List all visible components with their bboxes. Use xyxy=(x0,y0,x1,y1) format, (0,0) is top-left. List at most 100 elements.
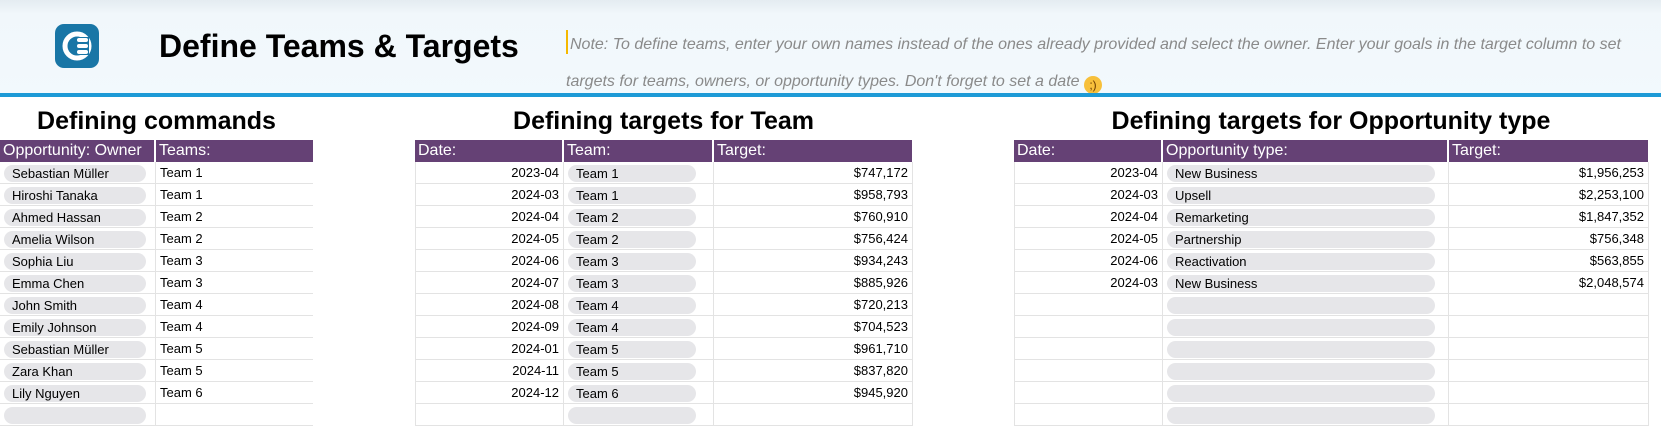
target-cell[interactable]: $563,855 xyxy=(1449,250,1648,272)
date-cell[interactable]: 2024-01 xyxy=(415,338,563,360)
owner-chip[interactable]: Sophia Liu xyxy=(4,253,146,270)
owner-chip[interactable]: Lily Nguyen xyxy=(4,385,146,402)
target-cell[interactable]: $885,926 xyxy=(714,272,912,294)
date-cell[interactable]: 2024-11 xyxy=(415,360,563,382)
owner-chip[interactable]: Ahmed Hassan xyxy=(4,209,146,226)
date-cell[interactable]: 2024-06 xyxy=(1014,250,1162,272)
target-cell[interactable]: $934,243 xyxy=(714,250,912,272)
date-cell[interactable]: 2024-03 xyxy=(1014,184,1162,206)
date-cell[interactable]: 2024-05 xyxy=(415,228,563,250)
date-cell[interactable]: 2024-03 xyxy=(1014,272,1162,294)
team-cell[interactable]: Team 1 xyxy=(156,162,313,184)
team-chip[interactable] xyxy=(568,407,696,424)
target-cell[interactable] xyxy=(1449,382,1648,404)
opportunity-type-chip[interactable]: Upsell xyxy=(1167,187,1435,204)
target-cell[interactable]: $756,424 xyxy=(714,228,912,250)
target-cell[interactable]: $756,348 xyxy=(1449,228,1648,250)
column-header-date[interactable]: Date: xyxy=(415,140,562,162)
opportunity-type-chip[interactable]: New Business xyxy=(1167,275,1435,292)
opportunity-type-chip[interactable]: New Business xyxy=(1167,165,1435,182)
team-chip[interactable]: Team 5 xyxy=(568,341,696,358)
column-header-team[interactable]: Team: xyxy=(564,140,712,162)
target-cell[interactable] xyxy=(1449,360,1648,382)
column-header-target[interactable]: Target: xyxy=(714,140,912,162)
column-header-target[interactable]: Target: xyxy=(1449,140,1648,162)
opportunity-type-chip[interactable] xyxy=(1167,297,1435,314)
owner-chip[interactable]: Sebastian Müller xyxy=(4,165,146,182)
owner-chip[interactable] xyxy=(4,407,146,424)
target-cell[interactable] xyxy=(1449,404,1648,426)
target-cell[interactable]: $945,920 xyxy=(714,382,912,404)
target-cell[interactable]: $2,253,100 xyxy=(1449,184,1648,206)
owner-chip[interactable]: Zara Khan xyxy=(4,363,146,380)
date-cell[interactable] xyxy=(1014,360,1162,382)
target-cell[interactable]: $1,847,352 xyxy=(1449,206,1648,228)
team-cell[interactable]: Team 5 xyxy=(156,360,313,382)
date-cell[interactable]: 2024-07 xyxy=(415,272,563,294)
team-cell[interactable]: Team 1 xyxy=(156,184,313,206)
team-chip[interactable]: Team 6 xyxy=(568,385,696,402)
opportunity-type-chip[interactable]: Partnership xyxy=(1167,231,1435,248)
team-cell[interactable]: Team 4 xyxy=(156,316,313,338)
team-chip[interactable]: Team 1 xyxy=(568,187,696,204)
column-header-teams[interactable]: Teams: xyxy=(156,140,313,162)
team-cell[interactable]: Team 4 xyxy=(156,294,313,316)
team-cell[interactable]: Team 6 xyxy=(156,382,313,404)
target-cell[interactable]: $720,213 xyxy=(714,294,912,316)
date-cell[interactable]: 2023-04 xyxy=(415,162,563,184)
target-cell[interactable]: $2,048,574 xyxy=(1449,272,1648,294)
target-cell[interactable]: $958,793 xyxy=(714,184,912,206)
date-cell[interactable] xyxy=(1014,404,1162,426)
target-cell[interactable]: $961,710 xyxy=(714,338,912,360)
target-cell[interactable]: $837,820 xyxy=(714,360,912,382)
date-cell[interactable]: 2024-06 xyxy=(415,250,563,272)
date-cell[interactable]: 2024-12 xyxy=(415,382,563,404)
target-cell[interactable]: $747,172 xyxy=(714,162,912,184)
owner-chip[interactable]: Emily Johnson xyxy=(4,319,146,336)
target-cell[interactable] xyxy=(1449,294,1648,316)
column-header-opportunity-type[interactable]: Opportunity type: xyxy=(1163,140,1447,162)
date-cell[interactable]: 2024-04 xyxy=(1014,206,1162,228)
team-cell[interactable]: Team 3 xyxy=(156,272,313,294)
date-cell[interactable] xyxy=(1014,316,1162,338)
team-cell[interactable]: Team 5 xyxy=(156,338,313,360)
target-cell[interactable] xyxy=(1449,316,1648,338)
date-cell[interactable] xyxy=(415,404,563,426)
column-header-owner[interactable]: Opportunity: Owner xyxy=(0,140,154,162)
opportunity-type-chip[interactable] xyxy=(1167,407,1435,424)
owner-chip[interactable]: John Smith xyxy=(4,297,146,314)
date-cell[interactable]: 2024-09 xyxy=(415,316,563,338)
opportunity-type-chip[interactable] xyxy=(1167,319,1435,336)
team-chip[interactable]: Team 3 xyxy=(568,275,696,292)
target-cell[interactable] xyxy=(714,404,912,426)
team-cell[interactable] xyxy=(156,404,313,426)
coda-logo-icon[interactable] xyxy=(55,24,99,68)
team-chip[interactable]: Team 3 xyxy=(568,253,696,270)
date-cell[interactable]: 2024-03 xyxy=(415,184,563,206)
target-cell[interactable]: $1,956,253 xyxy=(1449,162,1648,184)
target-cell[interactable]: $760,910 xyxy=(714,206,912,228)
team-cell[interactable]: Team 2 xyxy=(156,228,313,250)
opportunity-type-chip[interactable] xyxy=(1167,363,1435,380)
owner-chip[interactable]: Hiroshi Tanaka xyxy=(4,187,146,204)
date-cell[interactable]: 2024-08 xyxy=(415,294,563,316)
opportunity-type-chip[interactable]: Reactivation xyxy=(1167,253,1435,270)
column-header-date[interactable]: Date: xyxy=(1014,140,1161,162)
owner-chip[interactable]: Amelia Wilson xyxy=(4,231,146,248)
team-chip[interactable]: Team 5 xyxy=(568,363,696,380)
team-chip[interactable]: Team 2 xyxy=(568,209,696,226)
owner-chip[interactable]: Emma Chen xyxy=(4,275,146,292)
date-cell[interactable]: 2024-04 xyxy=(415,206,563,228)
opportunity-type-chip[interactable] xyxy=(1167,385,1435,402)
date-cell[interactable]: 2023-04 xyxy=(1014,162,1162,184)
team-cell[interactable]: Team 3 xyxy=(156,250,313,272)
team-chip[interactable]: Team 4 xyxy=(568,297,696,314)
opportunity-type-chip[interactable] xyxy=(1167,341,1435,358)
date-cell[interactable] xyxy=(1014,382,1162,404)
team-chip[interactable]: Team 2 xyxy=(568,231,696,248)
date-cell[interactable] xyxy=(1014,338,1162,360)
date-cell[interactable]: 2024-05 xyxy=(1014,228,1162,250)
date-cell[interactable] xyxy=(1014,294,1162,316)
target-cell[interactable] xyxy=(1449,338,1648,360)
team-chip[interactable]: Team 1 xyxy=(568,165,696,182)
